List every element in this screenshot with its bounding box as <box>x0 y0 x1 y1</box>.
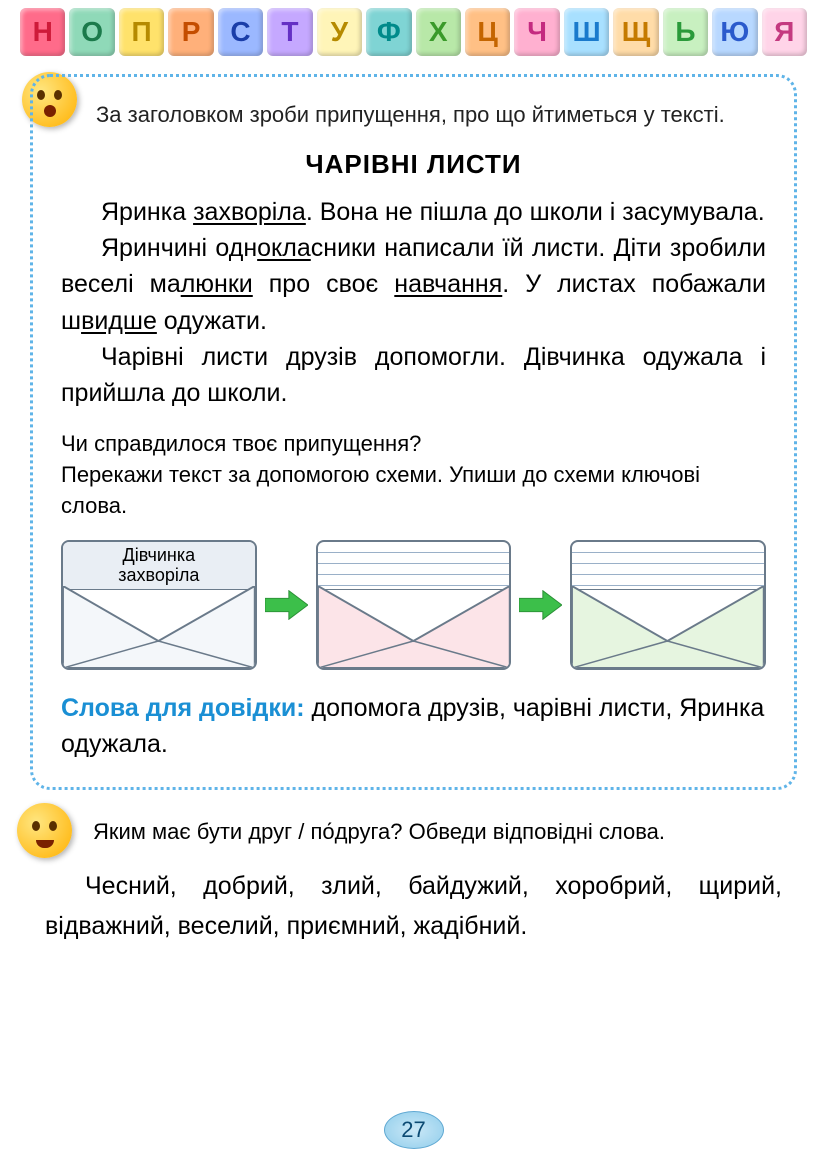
story-paragraph-1: Яринка захворіла. Вона не пішла до школи… <box>61 194 766 230</box>
envelope-3 <box>570 540 766 670</box>
letter-block: П <box>119 8 164 56</box>
letter-block: Т <box>267 8 312 56</box>
envelope-1: Дівчинка захворіла <box>61 540 257 670</box>
envelope-flap-icon <box>63 586 255 668</box>
task-intro-text: За заголовком зроби припущення, про що й… <box>61 99 766 131</box>
envelope-3-lines <box>572 542 764 590</box>
letter-block: Ю <box>712 8 757 56</box>
envelope-2-lines <box>318 542 510 590</box>
envelope-scheme: Дівчинка захворіла <box>61 540 766 670</box>
followup-q2: Перекажи текст за допомогою схеми. Упиши… <box>61 460 766 522</box>
story-body: Яринка захворіла. Вона не пішла до школи… <box>61 194 766 412</box>
letter-block: У <box>317 8 362 56</box>
letter-block: О <box>69 8 114 56</box>
reference-label: Слова для довідки: <box>61 694 305 722</box>
letter-block: Щ <box>613 8 658 56</box>
letter-block: Ь <box>663 8 708 56</box>
story-paragraph-2: Яринчині однокласники написали їй листи.… <box>61 230 766 339</box>
friend-words-list: Чесний, добрий, злий, байдужий, хоробрий… <box>45 866 782 946</box>
alphabet-header: НОПРСТУФХЦЧШЩЬЮЯ <box>0 0 827 64</box>
story-title: ЧАРІВНІ ЛИСТИ <box>61 149 766 180</box>
letter-block: Х <box>416 8 461 56</box>
task2-block: Яким має бути друг / по́друга? Обведи ві… <box>45 815 782 946</box>
envelope-flap-icon <box>572 586 764 668</box>
envelope-1-label: Дівчинка захворіла <box>63 542 255 590</box>
arrow-icon <box>265 590 308 620</box>
letter-block: С <box>218 8 263 56</box>
letter-block: Я <box>762 8 807 56</box>
letter-block: Р <box>168 8 213 56</box>
letter-block: Ш <box>564 8 609 56</box>
story-paragraph-3: Чарівні листи друзів допомогли. Дівчинка… <box>61 339 766 412</box>
envelope-2 <box>316 540 512 670</box>
letter-block: Н <box>20 8 65 56</box>
task2-intro-text: Яким має бути друг / по́друга? Обведи ві… <box>45 815 782 848</box>
writing-emoji-icon <box>17 803 72 858</box>
arrow-icon <box>519 590 562 620</box>
followup-q1: Чи справдилося твоє припущення? <box>61 429 766 460</box>
followup-questions: Чи справдилося твоє припущення? Перекажи… <box>61 429 766 521</box>
letter-block: Ц <box>465 8 510 56</box>
letter-block: Ч <box>514 8 559 56</box>
envelope-flap-icon <box>318 586 510 668</box>
page-number: 27 <box>384 1111 444 1149</box>
reference-words: Слова для довідки: допомога друзів, чарі… <box>61 690 766 763</box>
letter-block: Ф <box>366 8 411 56</box>
main-task-box: За заголовком зроби припущення, про що й… <box>30 74 797 790</box>
